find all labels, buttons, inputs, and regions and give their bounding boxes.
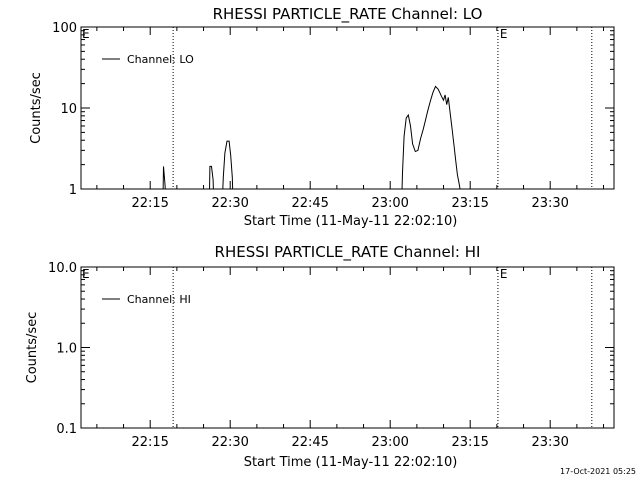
event-marker-label: E [500, 267, 508, 281]
chart-panel-1: RHESSI PARTICLE_RATE Channel: LO Counts/s… [29, 5, 615, 229]
plot-frame [80, 26, 615, 190]
x-tick-label: 23:00 [371, 196, 408, 211]
y-tick-label: 100 [52, 21, 77, 36]
y-tick-label: 0.1 [56, 422, 77, 437]
x-tick-label: 22:45 [291, 435, 328, 450]
y-axis-label: Counts/sec [29, 72, 44, 144]
series-line-segment [162, 166, 166, 189]
chart-panel-2: RHESSI PARTICLE_RATE Channel: HI Counts/s… [25, 243, 615, 470]
chart-title: RHESSI PARTICLE_RATE Channel: LO [213, 5, 483, 24]
series-line-segment [401, 85, 461, 189]
y-axis-label: Counts/sec [25, 312, 40, 384]
x-axis-label: Start Time (11-May-11 22:02:10) [244, 455, 458, 470]
x-tick-label: 23:15 [451, 435, 488, 450]
y-tick-label: 1.0 [56, 342, 77, 357]
x-tick-label: 23:30 [531, 435, 568, 450]
series-line-segment [209, 165, 214, 189]
event-marker-label: E [82, 267, 90, 281]
x-tick-label: 23:15 [451, 196, 488, 211]
x-tick-label: 23:00 [371, 435, 408, 450]
x-tick-label: 22:30 [211, 435, 248, 450]
event-marker-label: E [82, 27, 90, 41]
legend-entry: Channel: LO [127, 53, 194, 66]
chart-title: RHESSI PARTICLE_RATE Channel: HI [215, 243, 481, 262]
x-axis-label: Start Time (11-May-11 22:02:10) [244, 214, 458, 229]
series-line-segment [222, 140, 234, 189]
event-marker-label: E [500, 27, 508, 41]
y-tick-label: 10 [60, 102, 77, 117]
x-tick-label: 23:30 [531, 196, 568, 211]
y-tick-label: 10.0 [48, 261, 77, 276]
legend-entry: Channel: HI [127, 293, 191, 306]
plot-frame [80, 266, 615, 429]
x-tick-label: 22:15 [131, 196, 168, 211]
x-tick-label: 22:45 [291, 196, 328, 211]
x-tick-label: 22:15 [131, 435, 168, 450]
y-tick-label: 1 [69, 183, 77, 198]
x-tick-label: 22:30 [211, 196, 248, 211]
